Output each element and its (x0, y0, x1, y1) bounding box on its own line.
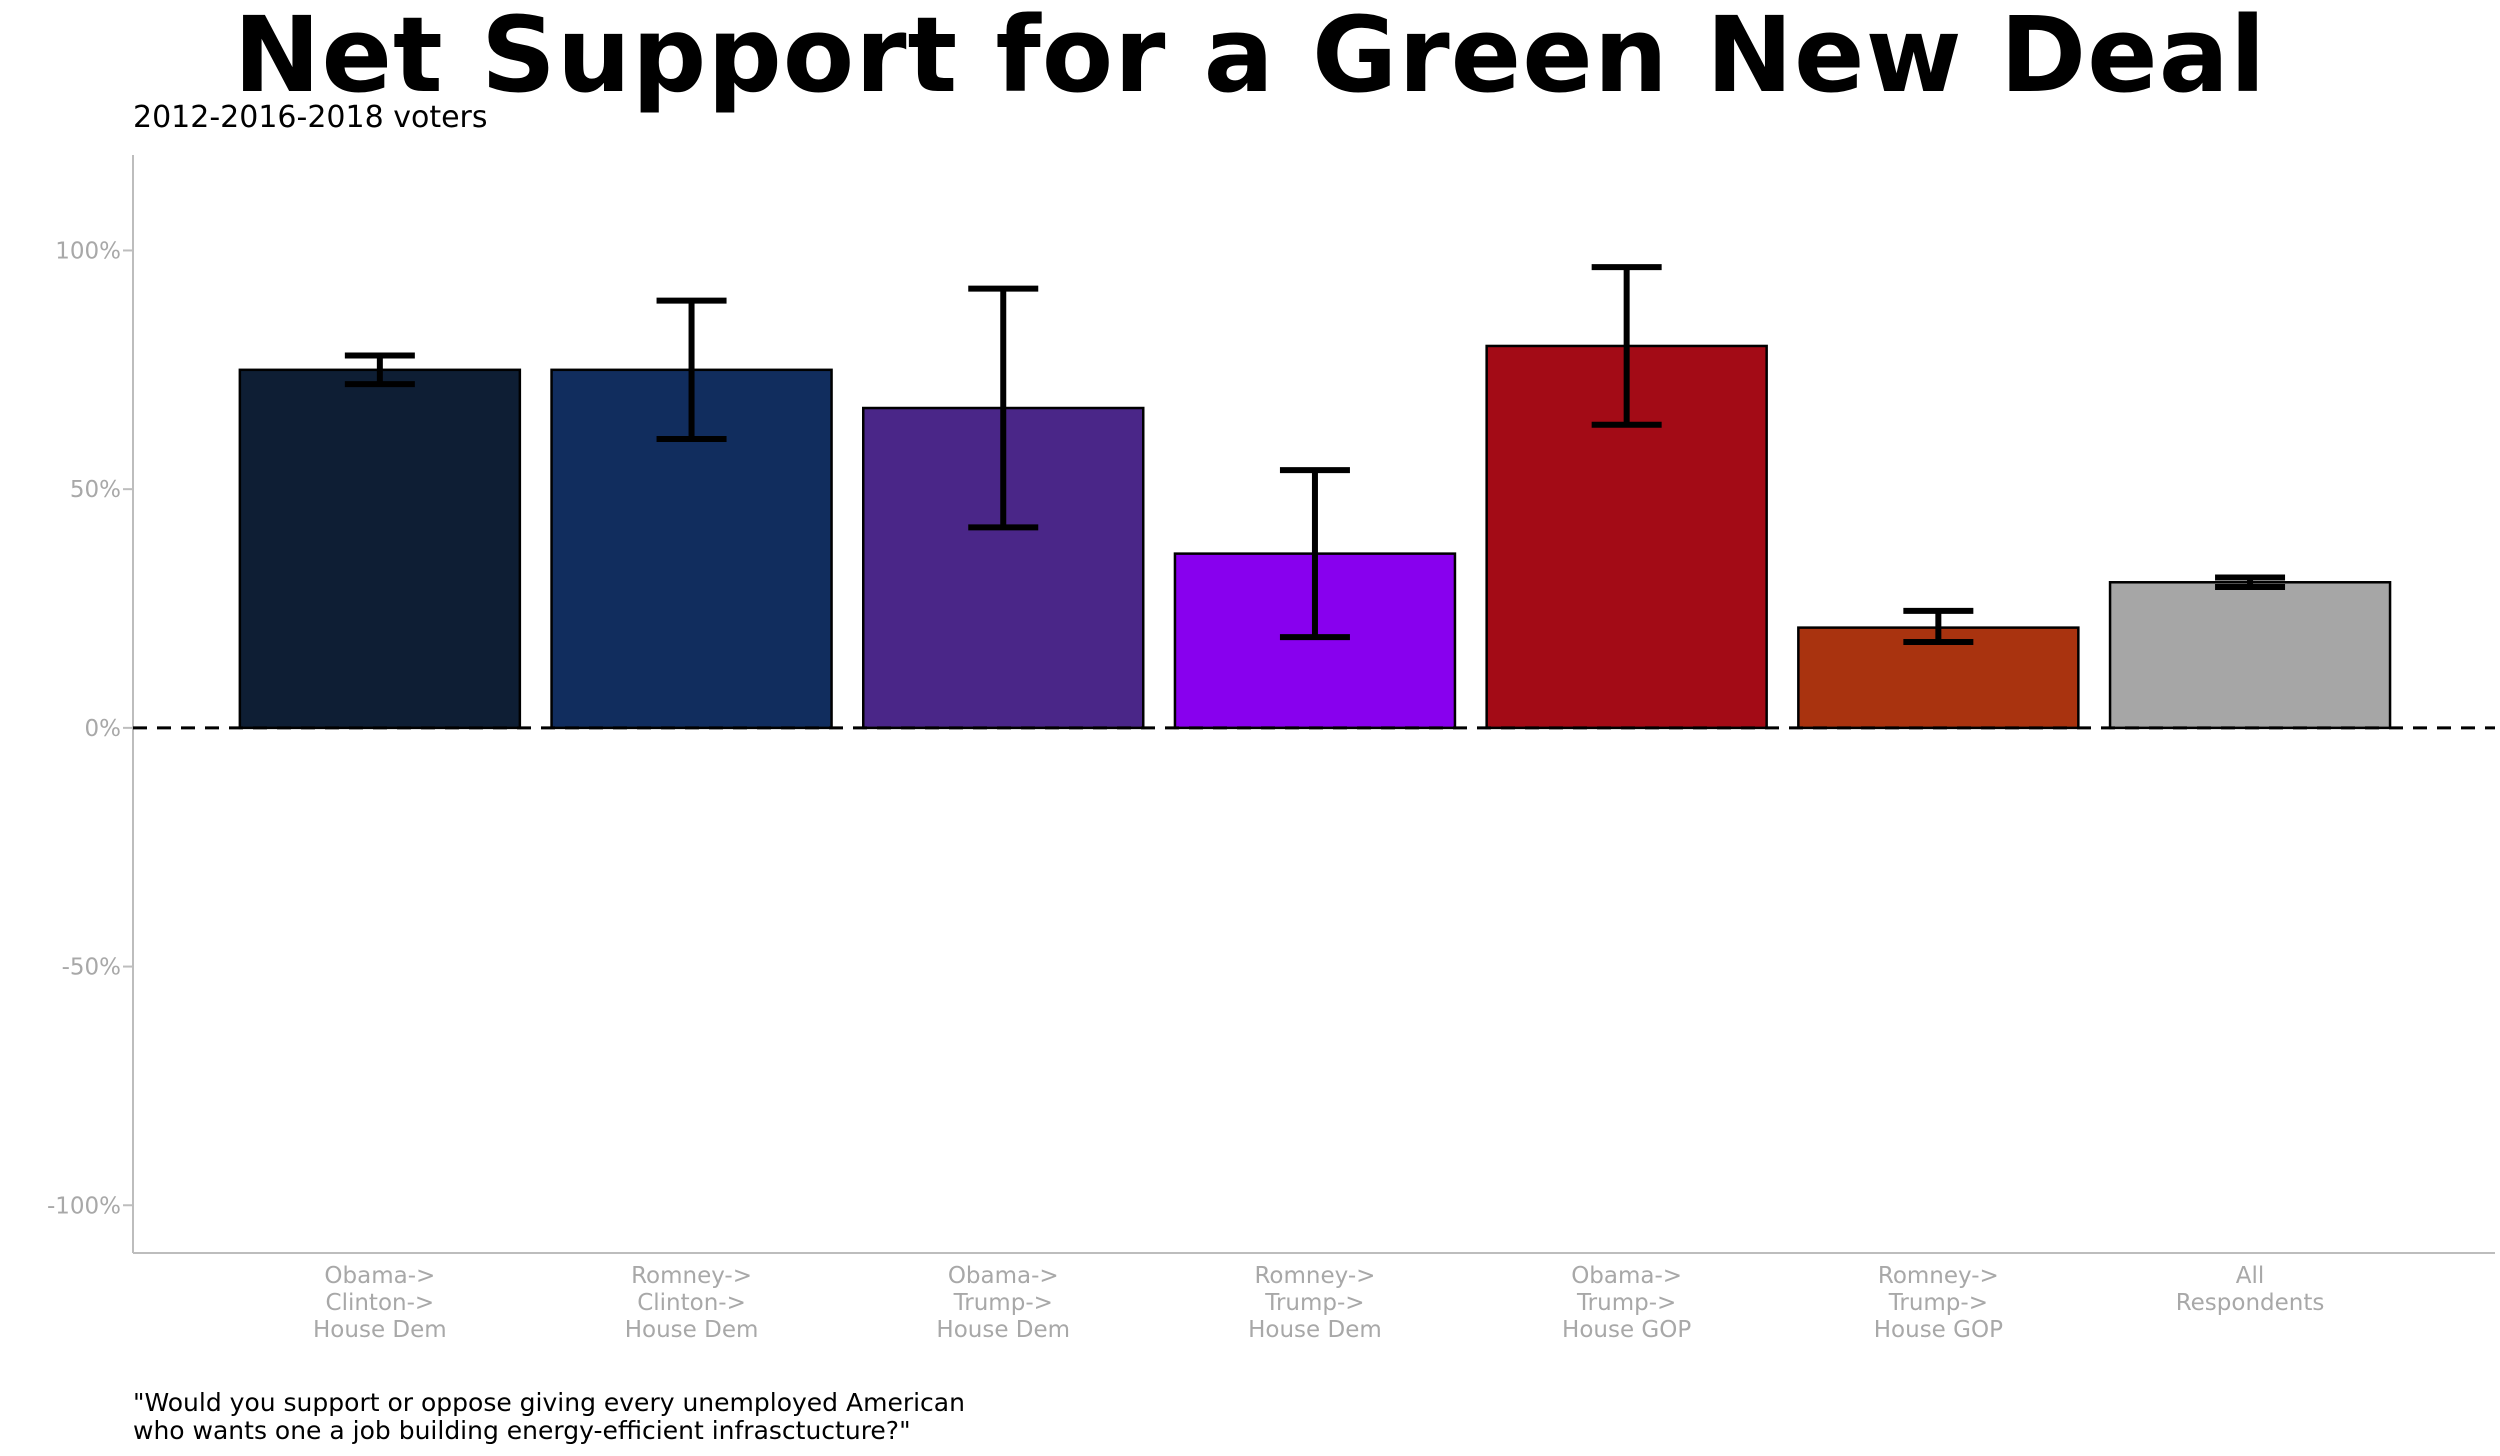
x-tick-label-line: House GOP (1874, 1317, 2003, 1343)
x-tick-label-line: House Dem (1248, 1317, 1382, 1343)
bar (238, 368, 522, 730)
x-tick-label: Obama-> Trump-> House GOP (1562, 1263, 1691, 1343)
x-tick-label-line: Obama-> (1571, 1263, 1682, 1289)
x-tick-label-line: Romney-> (1878, 1263, 1999, 1289)
question-caption-line-1: "Would you support or oppose giving ever… (133, 1388, 965, 1417)
x-tick-label-line: All (2236, 1263, 2265, 1289)
x-tick-label-line: House Dem (313, 1317, 447, 1343)
error-bars-layer (344, 264, 2286, 645)
y-tick-label: 0% (85, 716, 122, 742)
y-tick-label: 50% (70, 477, 121, 503)
y-tick-label: 100% (55, 238, 121, 264)
x-tick-label-line: House Dem (625, 1317, 759, 1343)
x-tick-label-line: Respondents (2176, 1290, 2325, 1316)
x-tick-label: All Respondents (2176, 1263, 2325, 1316)
bar (2108, 581, 2392, 730)
x-tick-label-line: Trump-> (1888, 1290, 1988, 1316)
x-tick-label-line: Clinton-> (326, 1290, 435, 1316)
axes-layer (123, 155, 2495, 1254)
chart-title: Net Support for a Green New Deal (233, 0, 2267, 116)
x-tick-label-line: Trump-> (1576, 1290, 1676, 1316)
x-tick-label-line: Obama-> (324, 1263, 435, 1289)
x-tick-label-line: Trump-> (953, 1290, 1053, 1316)
x-tick-label-line: Obama-> (948, 1263, 1059, 1289)
labels-layer: 100%50%0%-50%-100%Obama-> Clinton-> House … (47, 238, 2324, 1343)
x-tick-label: Obama-> Trump-> House Dem (936, 1263, 1070, 1343)
chart-subtitle: 2012-2016-2018 voters (133, 100, 488, 135)
y-tick-label: -50% (62, 955, 121, 981)
x-tick-label: Obama-> Clinton-> House Dem (313, 1263, 447, 1343)
x-tick-label-line: Romney-> (631, 1263, 752, 1289)
x-tick-label-line: House Dem (936, 1317, 1070, 1343)
x-tick-label-line: Trump-> (1264, 1290, 1364, 1316)
y-tick-label: -100% (47, 1193, 121, 1219)
x-tick-label-line: House GOP (1562, 1317, 1691, 1343)
x-tick-label: Romney-> Trump-> House Dem (1248, 1263, 1382, 1343)
question-caption-line-2: who wants one a job building energy-effi… (133, 1416, 911, 1445)
x-tick-label: Romney-> Clinton-> House Dem (625, 1263, 759, 1343)
x-tick-label-line: Clinton-> (637, 1290, 746, 1316)
x-tick-label: Romney-> Trump-> House GOP (1874, 1263, 2003, 1343)
x-tick-label-line: Romney-> (1254, 1263, 1375, 1289)
